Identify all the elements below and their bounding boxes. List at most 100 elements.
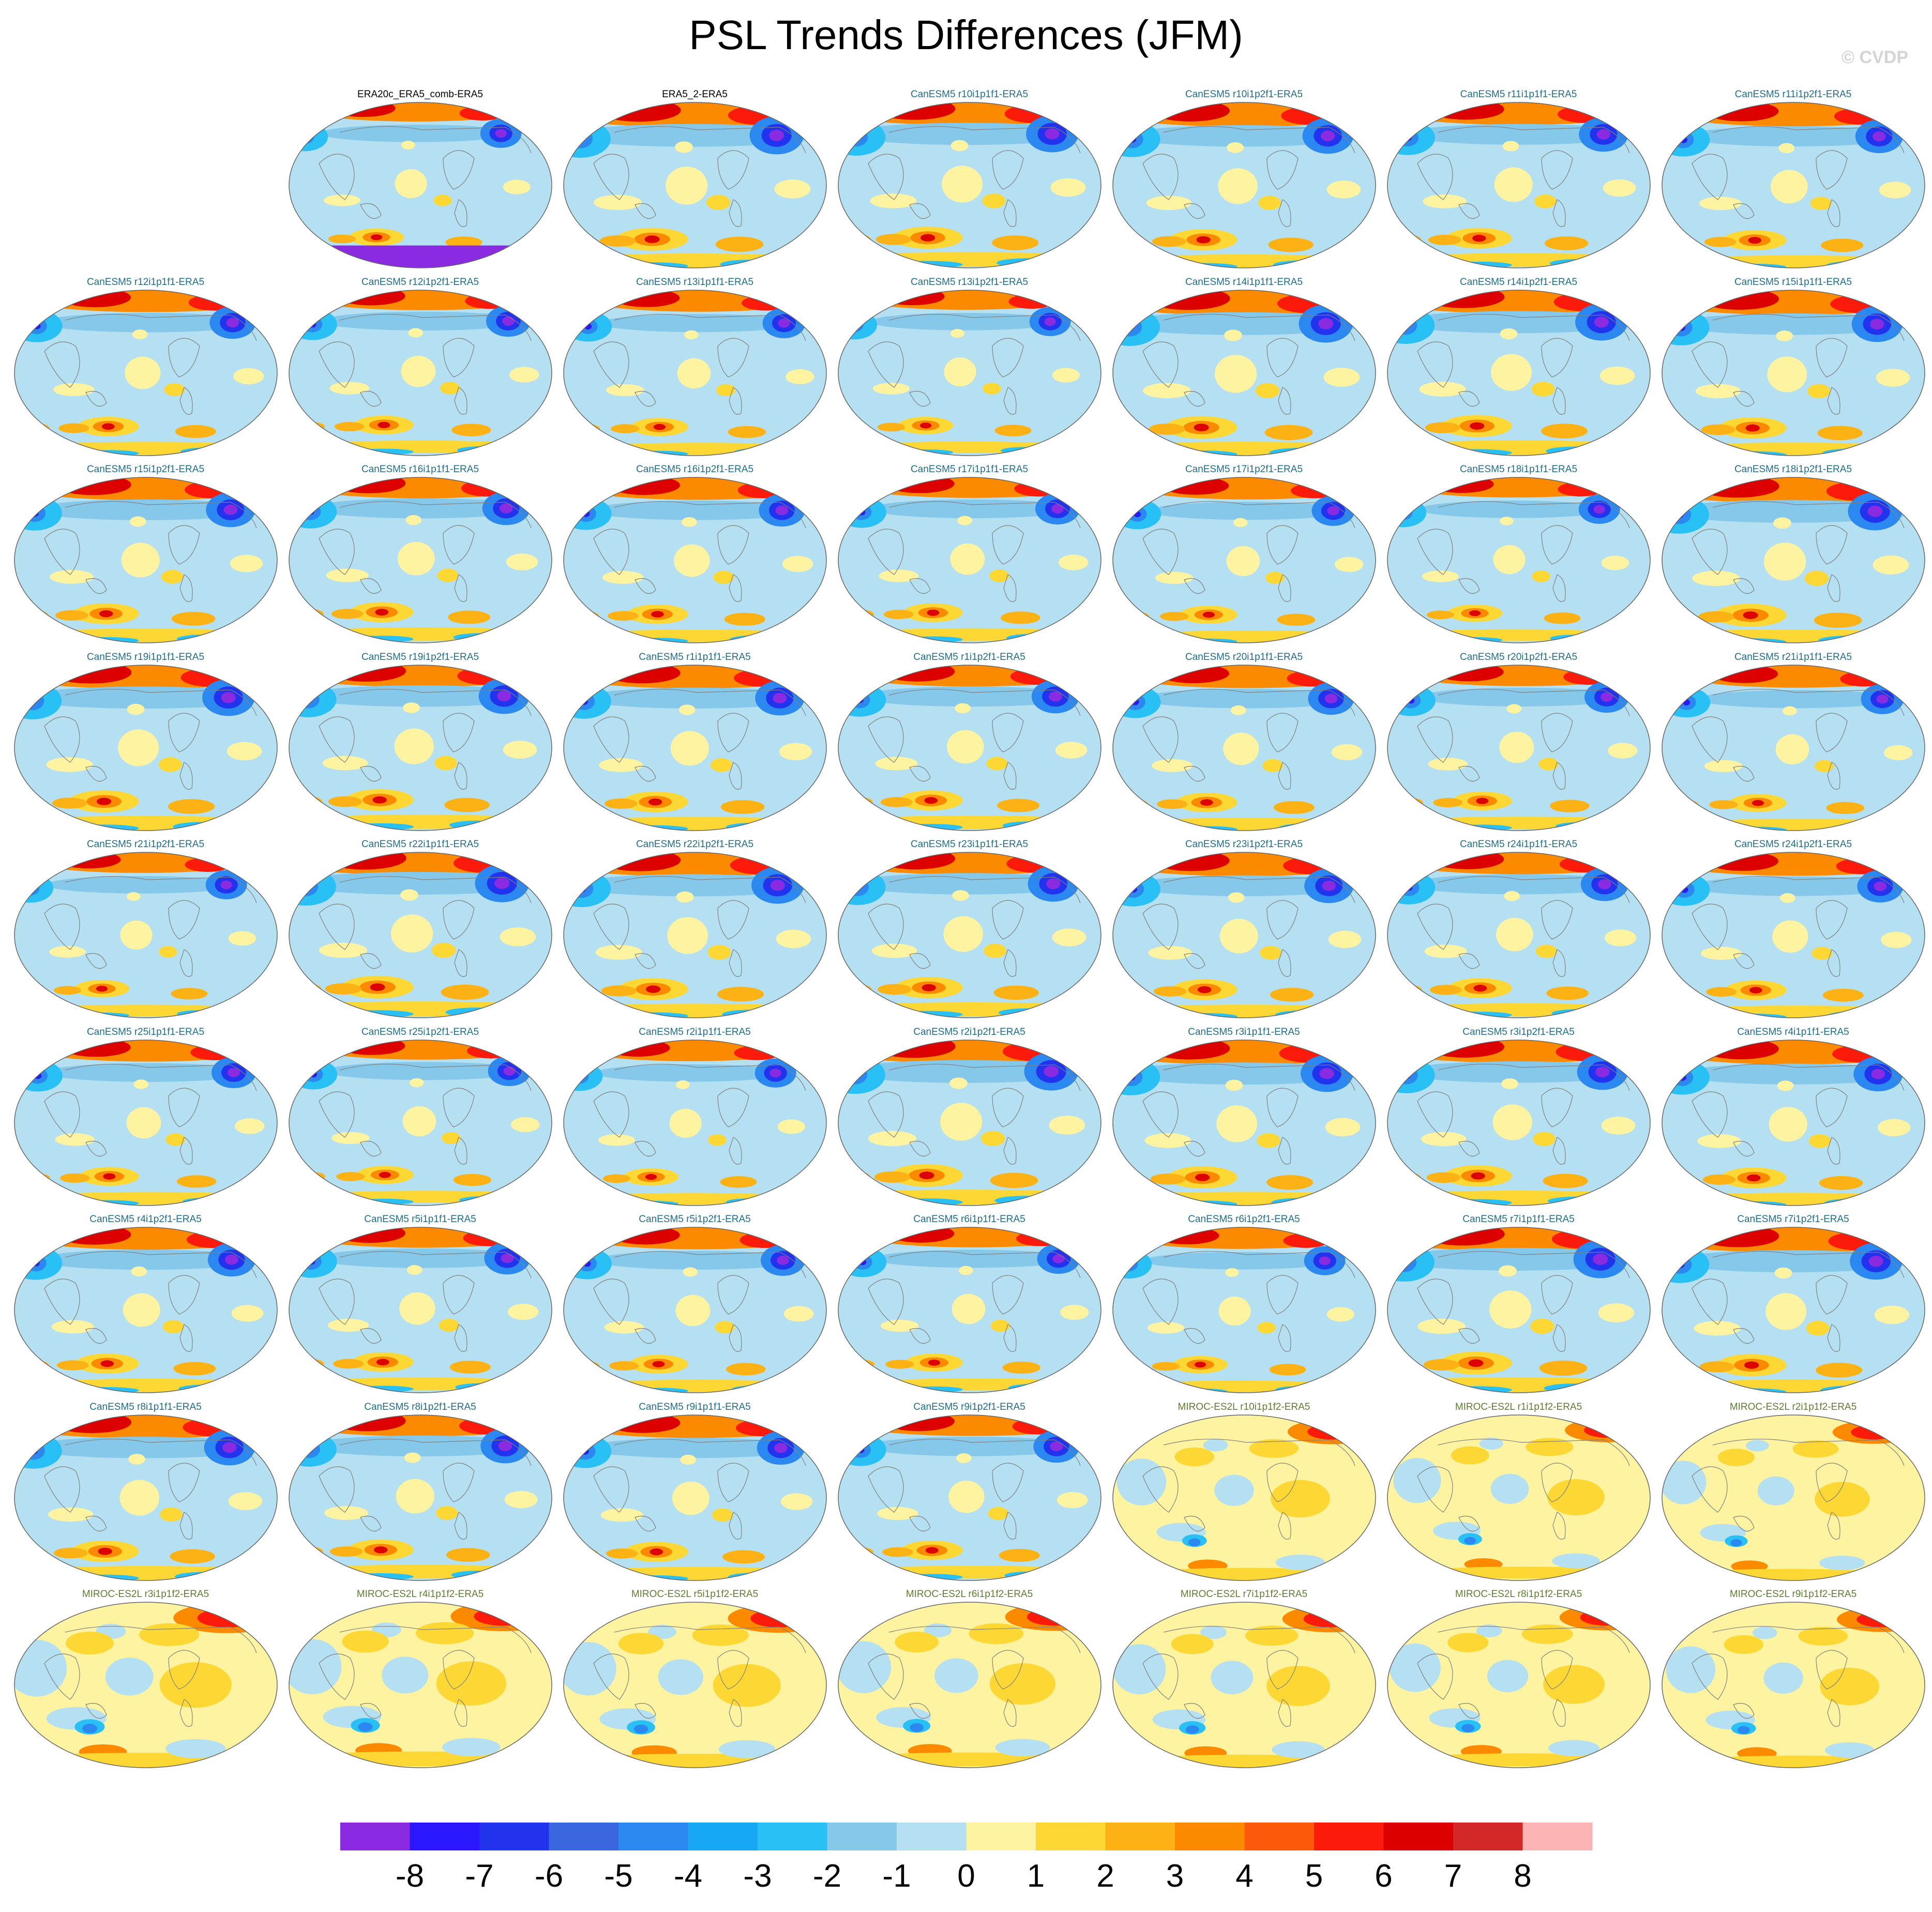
trend-map bbox=[289, 1227, 552, 1393]
trend-contour bbox=[1604, 929, 1637, 946]
map-panel: CanESM5 r4i1p2f1-ERA5 bbox=[8, 1214, 283, 1399]
coastline bbox=[1184, 765, 1205, 781]
trend-contour bbox=[1321, 130, 1335, 142]
coastline bbox=[1816, 150, 1848, 190]
coastline bbox=[909, 1703, 931, 1719]
colorbar-swatch bbox=[1522, 1823, 1593, 1850]
trend-contour bbox=[567, 1753, 821, 1768]
coastline bbox=[1438, 1626, 1630, 1653]
trend-contour bbox=[19, 986, 42, 995]
trend-contour bbox=[581, 1448, 589, 1455]
trend-contour bbox=[983, 382, 1001, 395]
trend-map bbox=[14, 477, 278, 643]
trend-contour bbox=[595, 945, 642, 960]
coastline bbox=[1692, 904, 1728, 950]
trend-contour bbox=[984, 943, 1006, 958]
trend-contour bbox=[1400, 1258, 1409, 1267]
trend-contour bbox=[1113, 102, 1376, 127]
trend-map bbox=[14, 1414, 278, 1581]
coastline bbox=[614, 501, 806, 529]
coastline bbox=[44, 1278, 80, 1325]
coastline bbox=[454, 761, 467, 790]
trend-contour bbox=[1674, 800, 1699, 809]
trend-contour bbox=[1819, 1176, 1863, 1190]
trend-contour bbox=[103, 1173, 116, 1180]
trend-contour bbox=[301, 1171, 326, 1181]
trend-contour bbox=[1814, 1481, 1870, 1517]
panel-title: CanESM5 r23i1p1f1-ERA5 bbox=[910, 839, 1029, 850]
trend-contour bbox=[75, 1387, 139, 1393]
trend-contour bbox=[1671, 1068, 1694, 1086]
trend-contour bbox=[1701, 946, 1742, 960]
trend-contour bbox=[289, 852, 552, 875]
trend-contour bbox=[437, 568, 459, 582]
panel-title: CanESM5 r3i1p2f1-ERA5 bbox=[1462, 1026, 1575, 1037]
map-panel: MIROC-ES2L r10i1p1f2-ERA5 bbox=[1107, 1402, 1381, 1587]
trend-contour bbox=[718, 1740, 775, 1758]
trend-contour bbox=[1157, 799, 1188, 809]
coastline bbox=[85, 1140, 107, 1156]
trend-map bbox=[563, 1039, 827, 1206]
coastline bbox=[319, 904, 355, 950]
trend-contour bbox=[838, 1040, 1101, 1063]
trend-contour bbox=[1424, 944, 1467, 958]
coastline bbox=[339, 688, 532, 716]
trend-contour bbox=[720, 1176, 757, 1188]
coastline bbox=[1541, 713, 1573, 752]
map-panel: CanESM5 r16i1p1f1-ERA5 bbox=[283, 464, 557, 649]
trend-contour bbox=[1016, 1231, 1064, 1246]
trend-contour bbox=[995, 1739, 1050, 1756]
coastline bbox=[168, 1463, 200, 1502]
trend-contour bbox=[1303, 1610, 1357, 1628]
trend-contour bbox=[849, 691, 870, 709]
trend-contour bbox=[449, 1360, 491, 1374]
map-panel: MIROC-ES2L r3i1p1f2-ERA5 bbox=[8, 1589, 283, 1774]
trend-contour bbox=[1688, 876, 1903, 896]
coastline bbox=[635, 1515, 656, 1531]
trend-contour bbox=[1113, 441, 1376, 456]
trend-contour bbox=[1874, 1305, 1910, 1324]
map-outline bbox=[563, 852, 827, 1018]
trend-contour bbox=[474, 1607, 533, 1626]
trend-contour bbox=[1694, 1321, 1741, 1336]
trend-contour bbox=[1001, 611, 1040, 624]
trend-map bbox=[563, 1414, 827, 1581]
trend-map bbox=[563, 664, 827, 831]
coastline bbox=[1278, 949, 1291, 977]
trend-contour bbox=[676, 1080, 690, 1089]
panel-title: MIROC-ES2L r5i1p1f2-ERA5 bbox=[631, 1589, 759, 1600]
trend-map bbox=[289, 102, 552, 268]
trend-map bbox=[838, 289, 1101, 456]
trend-contour bbox=[1814, 612, 1862, 628]
trend-contour bbox=[48, 1507, 94, 1522]
trend-contour bbox=[446, 1547, 490, 1562]
trend-map bbox=[1112, 102, 1376, 268]
trend-contour bbox=[1422, 570, 1459, 582]
trend-contour bbox=[1543, 1665, 1605, 1704]
trend-contour bbox=[670, 730, 709, 765]
trend-contour bbox=[707, 945, 731, 960]
coastline bbox=[1552, 386, 1566, 415]
trend-contour bbox=[322, 756, 368, 770]
coastline bbox=[1278, 386, 1291, 415]
coastline bbox=[443, 1463, 475, 1502]
trend-contour bbox=[293, 234, 316, 244]
map-panel: CanESM5 r6i1p1f1-ERA5 bbox=[832, 1214, 1107, 1399]
trend-contour bbox=[779, 743, 812, 760]
figure-title: PSL Trends Differences (JFM) bbox=[689, 12, 1243, 58]
trend-contour bbox=[1113, 254, 1376, 268]
coastline bbox=[909, 203, 931, 219]
trend-contour bbox=[1214, 354, 1257, 393]
trend-contour bbox=[162, 1320, 184, 1334]
panel-title: CanESM5 r24i1p2f1-ERA5 bbox=[1734, 839, 1852, 850]
trend-contour bbox=[1662, 1192, 1925, 1206]
coastline bbox=[1417, 341, 1453, 388]
coastline bbox=[635, 1328, 656, 1344]
map-outline bbox=[1387, 289, 1651, 456]
coastline bbox=[1541, 1650, 1573, 1690]
map-outline bbox=[563, 289, 827, 456]
trend-contour bbox=[780, 1493, 813, 1510]
coastline bbox=[717, 1088, 749, 1127]
trend-contour bbox=[1686, 1568, 1893, 1580]
trend-contour bbox=[221, 691, 236, 703]
